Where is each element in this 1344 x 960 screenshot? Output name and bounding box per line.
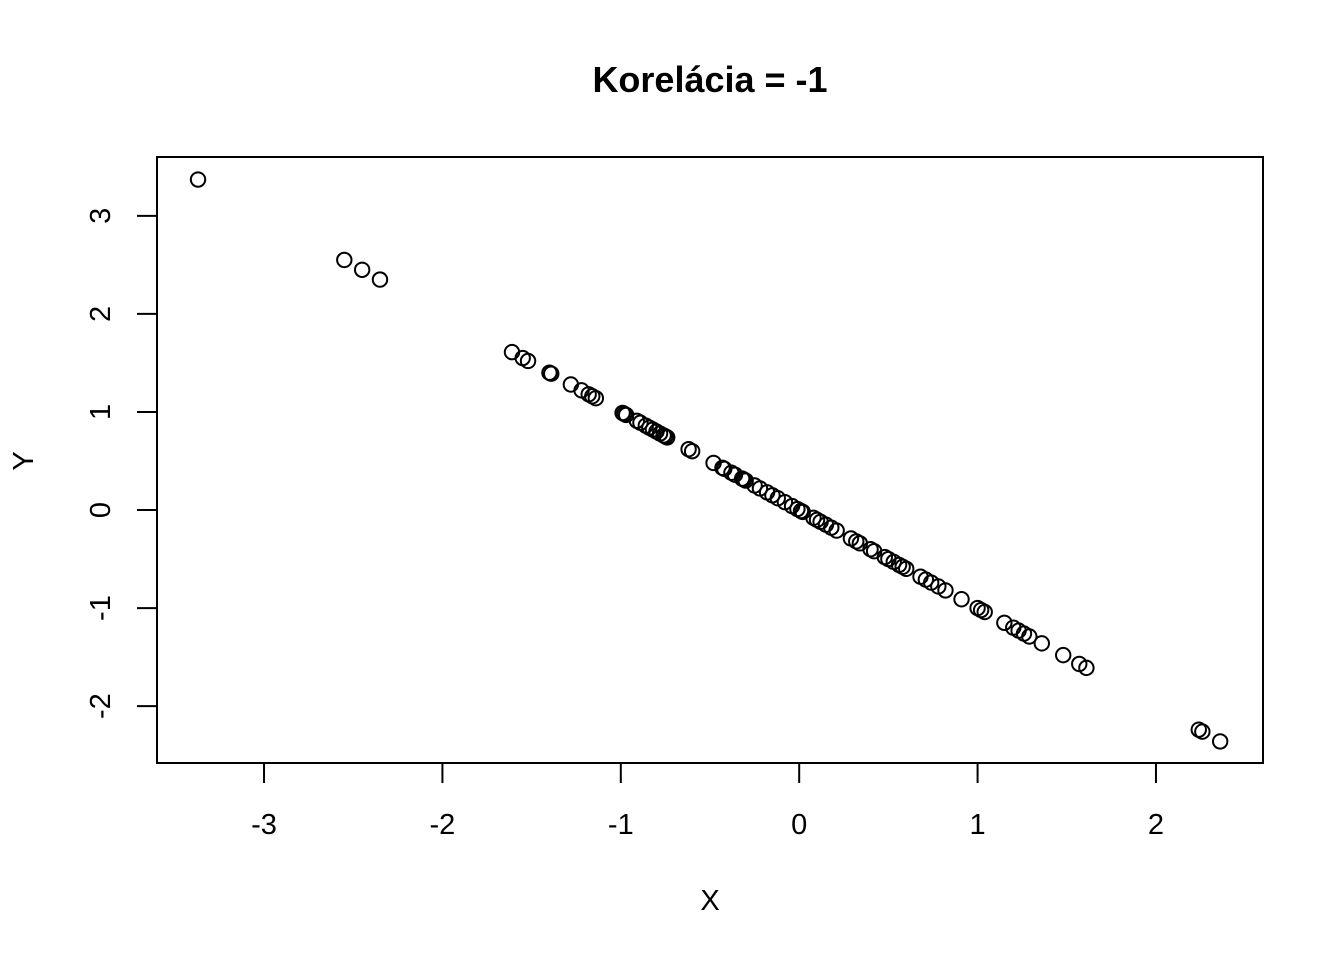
data-point: [353, 261, 371, 278]
data-point: [1033, 635, 1051, 652]
x-axis-label: X: [700, 885, 719, 917]
x-tick-label: -3: [251, 809, 277, 841]
x-tick-label: 1: [970, 809, 986, 841]
x-tick-label: 2: [1148, 809, 1164, 841]
data-point: [587, 390, 605, 407]
y-axis: -2 -1 0 1 2 3: [85, 208, 158, 719]
y-tick-label: -2: [85, 693, 117, 719]
data-point: [519, 352, 537, 370]
y-tick-label: 1: [85, 404, 117, 420]
y-tick-label: -1: [85, 595, 117, 621]
y-tick-label: 2: [85, 306, 117, 322]
data-point: [1194, 723, 1211, 740]
data-point: [1078, 659, 1095, 677]
x-axis: -3 -2 -1 0 1 2: [251, 762, 1164, 841]
data-point: [953, 591, 970, 608]
data-point: [189, 171, 207, 188]
data-point: [1021, 628, 1038, 645]
data-point: [371, 271, 389, 288]
data-point: [898, 560, 915, 578]
data-point: [996, 614, 1013, 631]
chart-title: Korelácia = -1: [592, 59, 827, 100]
data-point: [976, 603, 993, 621]
y-tick-label: 0: [85, 502, 117, 518]
data-point: [658, 429, 676, 446]
x-tick-label: 0: [791, 809, 807, 841]
x-tick-label: -1: [608, 809, 634, 841]
data-point: [937, 582, 954, 599]
y-axis-label: Y: [8, 451, 40, 470]
data-point: [1211, 733, 1229, 750]
data-point: [828, 522, 845, 539]
x-tick-label: -2: [430, 809, 456, 841]
y-tick-label: 3: [85, 208, 117, 224]
data-point: [737, 472, 754, 489]
data-point: [683, 442, 701, 460]
data-point: [336, 251, 353, 269]
data-point: [1055, 646, 1072, 664]
plot-frame: [156, 156, 1264, 764]
data-points: [189, 171, 1229, 750]
data-point: [543, 365, 560, 382]
